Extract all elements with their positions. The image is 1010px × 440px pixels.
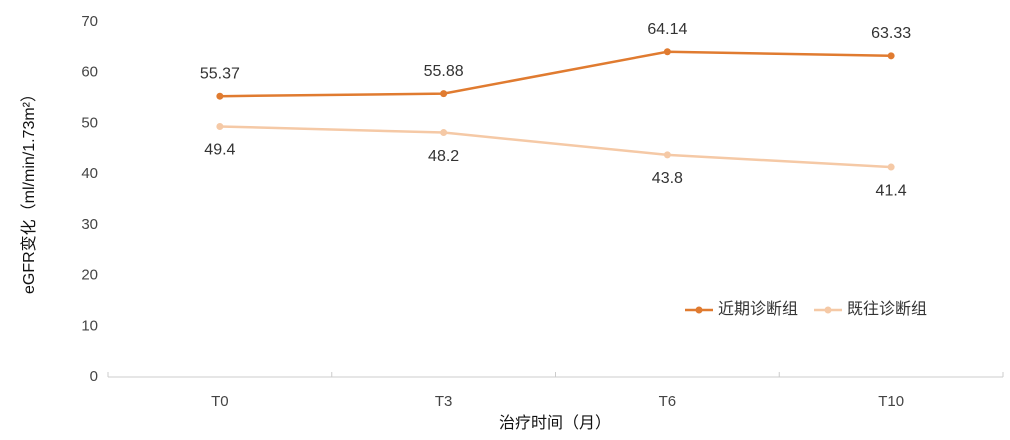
legend-swatch-dot xyxy=(824,306,832,314)
data-label: 64.14 xyxy=(647,21,687,38)
x-axis-title: 治疗时间（月） xyxy=(499,414,611,432)
y-tick-label: 20 xyxy=(81,267,98,284)
data-point xyxy=(663,48,671,56)
data-point xyxy=(440,90,448,98)
data-label: 63.33 xyxy=(871,25,911,42)
data-point xyxy=(216,92,224,100)
x-tick-label: T10 xyxy=(878,393,904,410)
x-tick-label: T6 xyxy=(659,393,677,410)
data-point xyxy=(887,163,895,171)
data-label: 49.4 xyxy=(204,142,235,159)
x-tick-label: T3 xyxy=(435,393,453,410)
data-point xyxy=(663,151,671,159)
series-line xyxy=(219,125,892,169)
legend-swatch-dot xyxy=(695,306,703,314)
legend-label: 既往诊断组 xyxy=(847,300,927,318)
data-label: 41.4 xyxy=(876,182,907,199)
data-label: 43.8 xyxy=(652,170,683,187)
data-point xyxy=(440,129,448,137)
y-tick-label: 40 xyxy=(81,165,98,182)
y-tick-label: 0 xyxy=(90,368,98,385)
x-tick-label: T0 xyxy=(211,393,229,410)
y-axis-title: eGFR变化（ml/min/1.73m²） xyxy=(20,86,38,294)
y-tick-label: 50 xyxy=(81,114,98,131)
legend-label: 近期诊断组 xyxy=(718,300,798,318)
data-point xyxy=(216,122,224,130)
data-label: 55.37 xyxy=(200,65,240,82)
data-point xyxy=(887,52,895,60)
y-tick-label: 10 xyxy=(81,317,98,334)
y-tick-label: 30 xyxy=(81,216,98,233)
y-tick-label: 60 xyxy=(81,64,98,81)
series-line xyxy=(219,50,892,98)
data-label: 48.2 xyxy=(428,148,459,165)
y-tick-label: 70 xyxy=(81,13,98,30)
data-label: 55.88 xyxy=(424,63,464,80)
